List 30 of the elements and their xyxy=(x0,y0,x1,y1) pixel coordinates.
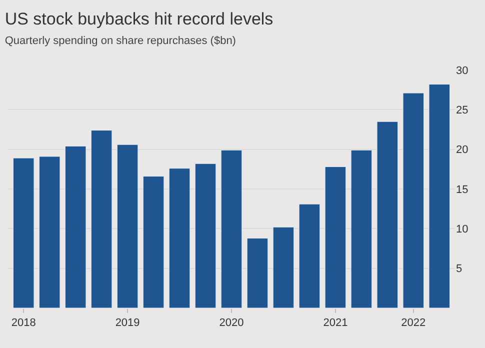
bar xyxy=(220,150,242,308)
bar xyxy=(142,176,164,308)
bar xyxy=(324,166,346,308)
bar xyxy=(90,130,112,308)
bar xyxy=(402,92,424,308)
y-tick-label: 30 xyxy=(456,64,468,77)
bar xyxy=(428,84,450,308)
y-tick-label: 20 xyxy=(456,144,468,156)
bar xyxy=(64,146,86,308)
bar xyxy=(116,144,138,308)
y-tick-label: 15 xyxy=(456,184,468,196)
x-tick-label: 2019 xyxy=(115,317,140,330)
bar xyxy=(246,238,268,308)
y-tick-label: 5 xyxy=(456,263,462,276)
bar xyxy=(298,204,320,308)
chart-subtitle: Quarterly spending on share repurchases ($bn) xyxy=(4,34,236,47)
x-tick-label: 2022 xyxy=(401,317,426,330)
chart-title: US stock buybacks hit record levels xyxy=(4,9,274,28)
bar xyxy=(12,158,34,308)
x-tick-label: 2018 xyxy=(11,317,36,330)
y-tick-label: 10 xyxy=(456,224,468,236)
x-tick-label: 2020 xyxy=(219,317,244,330)
bar xyxy=(38,156,60,308)
x-tick-label: 2021 xyxy=(323,317,348,330)
y-tick-label: 25 xyxy=(456,104,468,117)
bar xyxy=(194,163,216,308)
bar xyxy=(168,168,190,308)
bar xyxy=(272,226,294,308)
bar xyxy=(376,121,398,308)
bar xyxy=(350,150,372,308)
